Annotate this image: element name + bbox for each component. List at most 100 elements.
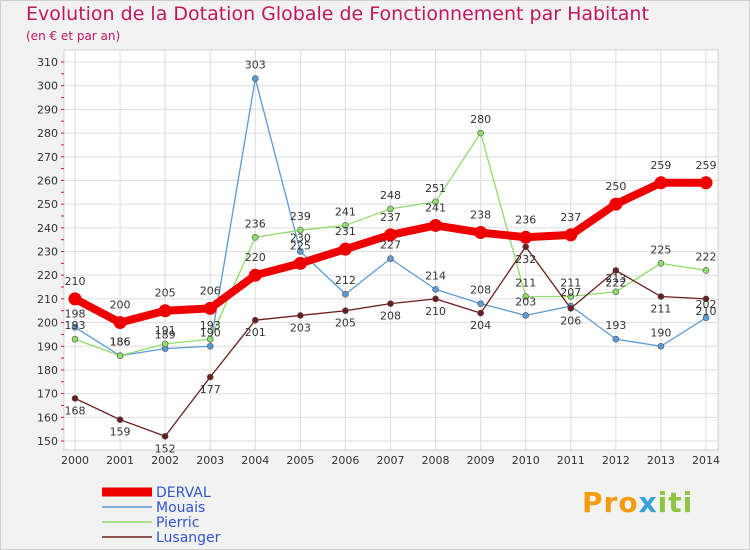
data-point: [702, 267, 710, 274]
data-label: 210: [65, 275, 86, 288]
data-label: 259: [650, 159, 671, 172]
legend-label-lusanger: Lusanger: [156, 530, 221, 546]
data-label: 213: [605, 272, 626, 285]
y-tick-label: 270: [37, 151, 58, 164]
x-tick-label: 2010: [512, 454, 540, 467]
data-label: 241: [335, 205, 356, 218]
data-label: 259: [696, 159, 717, 172]
data-label: 212: [335, 274, 356, 287]
data-point: [251, 75, 259, 82]
data-point: [432, 295, 439, 303]
data-point: [251, 233, 259, 241]
data-point: [702, 295, 710, 303]
data-point: [206, 335, 214, 343]
data-point: [68, 292, 82, 306]
legend-label-mouais: Mouais: [156, 500, 205, 516]
data-point: [203, 301, 217, 315]
y-tick-label: 150: [37, 435, 58, 448]
data-label: 230: [290, 232, 311, 245]
data-label: 193: [200, 319, 221, 332]
data-label: 190: [650, 326, 671, 339]
y-tick-label: 220: [37, 269, 58, 282]
y-tick-label: 310: [37, 56, 58, 69]
data-label: 193: [65, 319, 86, 332]
x-tick-label: 2008: [422, 454, 450, 467]
data-label: 205: [155, 287, 176, 300]
data-point: [477, 300, 484, 307]
data-point: [429, 218, 443, 232]
x-tick-label: 2012: [602, 454, 630, 467]
y-tick-label: 240: [37, 222, 58, 235]
data-label: 248: [380, 189, 401, 202]
y-tick-label: 290: [37, 103, 58, 116]
y-tick-label: 170: [37, 388, 58, 401]
data-label: 203: [290, 321, 311, 334]
x-tick-label: 2005: [286, 454, 314, 467]
data-point: [158, 304, 172, 318]
y-tick-label: 200: [37, 317, 58, 330]
data-label: 280: [470, 113, 491, 126]
data-point: [432, 286, 439, 293]
data-point: [206, 342, 214, 350]
data-point: [161, 340, 169, 348]
data-label: 220: [245, 251, 266, 264]
x-tick-label: 2011: [557, 454, 585, 467]
data-point: [71, 323, 79, 331]
x-tick-label: 2009: [467, 454, 495, 467]
data-label: 238: [470, 209, 491, 222]
data-label: 210: [425, 305, 446, 318]
data-label: 201: [245, 326, 266, 339]
y-tick-label: 300: [37, 80, 58, 93]
x-tick-label: 2007: [377, 454, 405, 467]
data-label: 214: [425, 269, 446, 282]
data-label: 236: [245, 217, 266, 230]
data-point: [116, 416, 124, 423]
data-label: 204: [470, 319, 491, 332]
data-point: [564, 228, 578, 242]
data-point: [387, 255, 394, 262]
data-label: 303: [245, 59, 266, 72]
data-label: 159: [110, 426, 131, 439]
data-label: 237: [380, 211, 401, 224]
legend-label-pierric: Pierric: [156, 515, 200, 531]
data-label: 168: [65, 404, 86, 417]
x-tick-label: 2003: [196, 454, 224, 467]
data-label: 189: [155, 329, 176, 342]
y-tick-label: 190: [37, 340, 58, 353]
data-point: [477, 129, 484, 137]
data-label: 225: [290, 239, 311, 252]
data-point: [161, 432, 169, 440]
data-point: [116, 352, 124, 360]
data-point: [609, 197, 623, 211]
data-label: 211: [515, 277, 536, 290]
data-point: [477, 309, 484, 317]
data-point: [297, 312, 304, 319]
data-label: 152: [155, 442, 176, 455]
data-point: [387, 300, 394, 307]
data-label: 186: [110, 336, 131, 349]
data-point: [519, 230, 533, 244]
data-point: [699, 176, 713, 190]
y-tick-label: 250: [37, 198, 58, 211]
data-label: 225: [650, 243, 671, 256]
data-point: [522, 243, 530, 251]
y-tick-label: 180: [37, 364, 58, 377]
y-tick-label: 260: [37, 174, 58, 187]
data-point: [387, 205, 394, 213]
data-label: 250: [605, 180, 626, 193]
data-label: 200: [110, 299, 131, 312]
data-point: [248, 268, 262, 282]
data-point: [654, 176, 668, 190]
data-label: 190: [200, 326, 221, 339]
data-point: [657, 260, 665, 267]
data-point: [567, 305, 575, 312]
data-point: [522, 312, 530, 319]
data-label: 251: [425, 182, 446, 195]
y-tick-label: 210: [37, 293, 58, 306]
data-label: 222: [605, 276, 626, 289]
data-point: [342, 290, 349, 298]
data-point: [71, 395, 79, 402]
data-label: 231: [335, 225, 356, 238]
data-label: 237: [560, 211, 581, 224]
data-label: 203: [515, 295, 536, 308]
